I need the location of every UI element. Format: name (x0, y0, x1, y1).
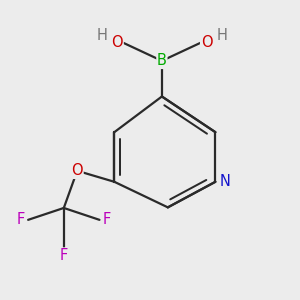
Text: F: F (103, 212, 111, 227)
Text: B: B (157, 53, 167, 68)
Text: O: O (201, 35, 212, 50)
Text: O: O (112, 35, 123, 50)
Text: N: N (220, 174, 230, 189)
Text: H: H (217, 28, 227, 43)
Text: O: O (71, 163, 83, 178)
Text: F: F (60, 248, 68, 263)
Text: F: F (16, 212, 25, 227)
Text: H: H (96, 28, 107, 43)
